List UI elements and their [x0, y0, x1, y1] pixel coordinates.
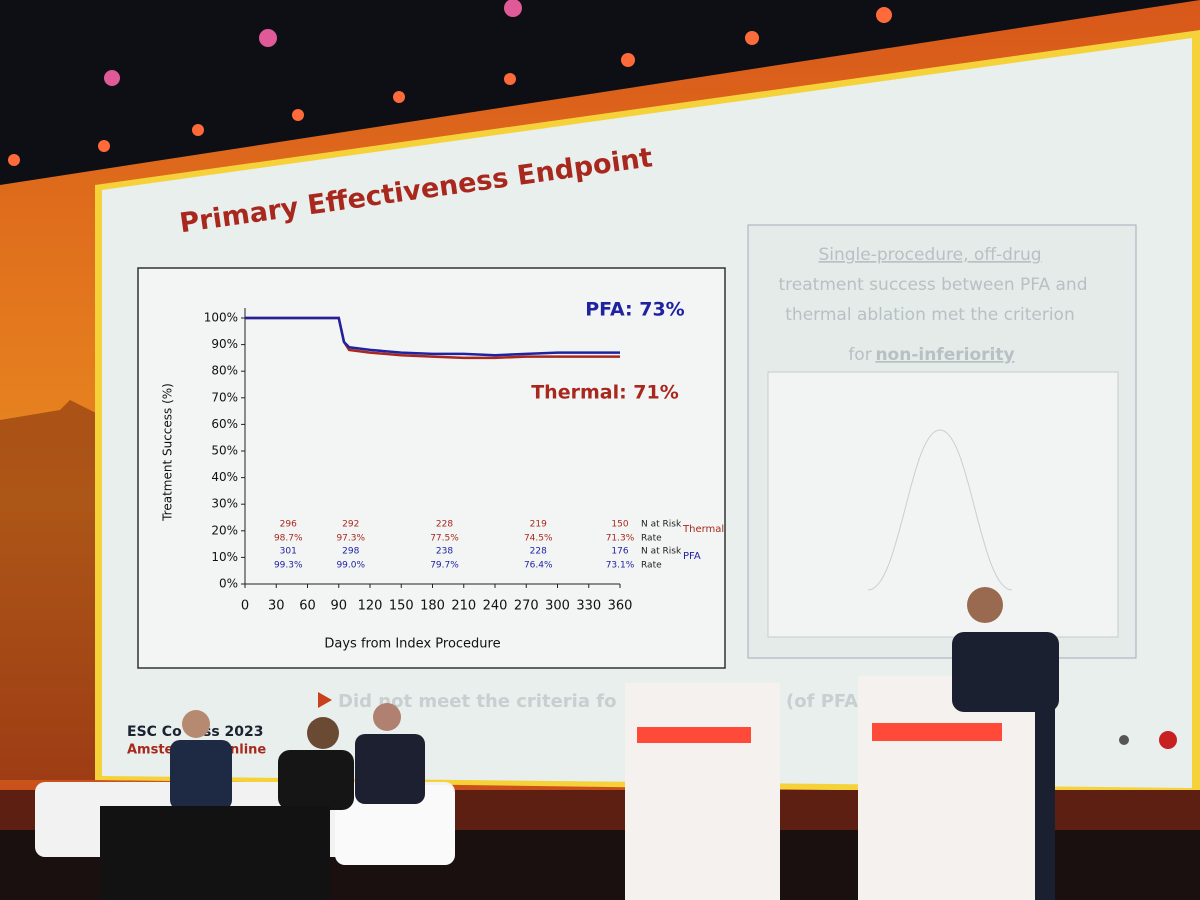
x-tick-label: 210: [451, 599, 476, 614]
risk-value: 298: [342, 547, 359, 557]
risk-value: 176: [611, 547, 628, 557]
y-tick-label: 0%: [219, 577, 238, 591]
x-tick-label: 270: [514, 599, 539, 614]
risk-group: PFA: [683, 551, 701, 562]
chart-frame: [137, 267, 726, 669]
slide-dot: [1159, 731, 1177, 749]
podiums: [625, 587, 1059, 900]
y-tick-label: 70%: [211, 390, 238, 404]
risk-value: 228: [436, 520, 453, 530]
x-tick-label: 120: [358, 599, 383, 614]
bullet: [318, 692, 332, 708]
side-text: thermal ablation met the criterion: [785, 305, 1074, 325]
stage-lights: [8, 0, 892, 166]
footer-text: nline: [230, 743, 266, 758]
y-tick-label: 20%: [211, 523, 238, 537]
risk-row-label: Rate: [641, 534, 662, 544]
footer-text: ss 2023: [203, 724, 264, 740]
risk-row-label: N at Risk: [641, 520, 682, 530]
building-silhouette: [0, 400, 120, 780]
risk-value: 228: [530, 547, 547, 557]
x-tick-label: 330: [576, 599, 601, 614]
side-text: non-inferiority: [875, 345, 1014, 365]
x-tick-label: 150: [389, 599, 414, 614]
risk-row-label: Rate: [641, 561, 662, 571]
risk-value: 99.0%: [336, 561, 365, 571]
risk-value: 76.4%: [524, 561, 553, 571]
risk-value: 150: [611, 520, 628, 530]
y-tick-label: 60%: [211, 417, 238, 431]
risk-value: 77.5%: [430, 534, 459, 544]
x-tick-label: 90: [330, 599, 347, 614]
inset-curve: [867, 429, 1013, 591]
risk-row-label: N at Risk: [641, 547, 682, 557]
x-tick-label: 240: [483, 599, 508, 614]
side-text: Single-procedure, off-drug: [818, 245, 1041, 265]
y-tick-label: 10%: [211, 550, 238, 564]
slide-dot: [1119, 735, 1129, 745]
series-line: [245, 316, 620, 357]
x-tick-label: 30: [268, 599, 285, 614]
y-tick-label: 80%: [211, 364, 238, 378]
y-tick-label: 30%: [211, 497, 238, 511]
risk-value: 296: [280, 520, 297, 530]
y-tick-label: 40%: [211, 470, 238, 484]
side-text: for: [848, 345, 871, 365]
risk-value: 74.5%: [524, 534, 553, 544]
risk-value: 97.3%: [336, 534, 365, 544]
risk-value: 292: [342, 520, 359, 530]
bottom-text: (of PFA: [786, 691, 858, 712]
risk-value: 301: [280, 547, 297, 557]
risk-value: 98.7%: [274, 534, 303, 544]
x-tick-label: 360: [608, 599, 633, 614]
x-tick-label: 300: [545, 599, 570, 614]
y-tick-label: 50%: [211, 444, 238, 458]
annotation: Thermal: 71%: [531, 382, 679, 404]
x-tick-label: 180: [420, 599, 445, 614]
x-tick-label: 0: [241, 599, 249, 614]
risk-value: 73.1%: [606, 561, 635, 571]
risk-value: 219: [530, 520, 547, 530]
inset-plot: [767, 371, 1119, 638]
risk-value: 71.3%: [606, 534, 635, 544]
bottom-text: Did not meet the criteria fo: [338, 691, 616, 712]
y-axis-label: Treatment Success (%): [161, 383, 175, 522]
risk-group: Thermal: [682, 524, 724, 535]
risk-value: 79.7%: [430, 561, 459, 571]
x-axis-label: Days from Index Procedure: [324, 637, 500, 652]
panelists: [35, 703, 455, 900]
side-text: treatment success between PFA and: [779, 275, 1088, 295]
y-tick-label: 100%: [204, 311, 238, 325]
x-tick-label: 60: [299, 599, 316, 614]
risk-value: 238: [436, 547, 453, 557]
annotation: PFA: 73%: [585, 299, 684, 321]
y-tick-label: 90%: [211, 337, 238, 351]
risk-value: 99.3%: [274, 561, 303, 571]
footer-text: ESC Co: [127, 724, 182, 740]
